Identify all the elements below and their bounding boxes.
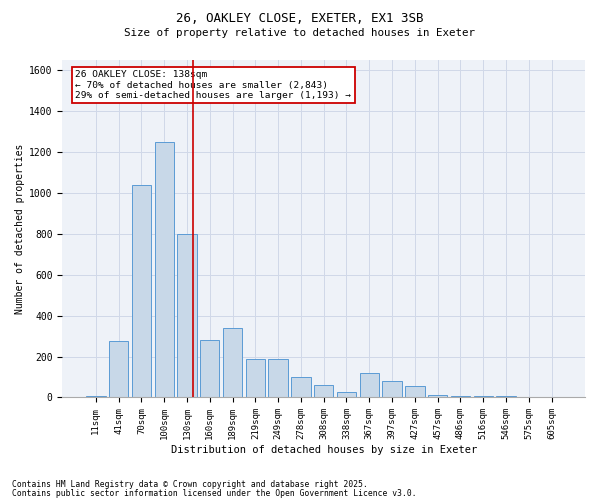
Bar: [382, 381, 402, 398]
Text: Contains public sector information licensed under the Open Government Licence v3: Contains public sector information licen…: [12, 490, 416, 498]
Bar: [314, 385, 334, 398]
Text: Size of property relative to detached houses in Exeter: Size of property relative to detached ho…: [125, 28, 476, 38]
Bar: [291, 377, 311, 398]
Bar: [245, 358, 265, 398]
Bar: [451, 396, 470, 398]
Bar: [223, 328, 242, 398]
Y-axis label: Number of detached properties: Number of detached properties: [15, 144, 25, 314]
Bar: [177, 234, 197, 398]
Bar: [337, 392, 356, 398]
Bar: [359, 373, 379, 398]
Bar: [496, 396, 515, 398]
Bar: [155, 142, 174, 398]
Bar: [405, 386, 425, 398]
Bar: [109, 341, 128, 398]
Bar: [200, 340, 220, 398]
Bar: [86, 396, 106, 398]
Bar: [428, 396, 448, 398]
Text: 26, OAKLEY CLOSE, EXETER, EX1 3SB: 26, OAKLEY CLOSE, EXETER, EX1 3SB: [176, 12, 424, 26]
X-axis label: Distribution of detached houses by size in Exeter: Distribution of detached houses by size …: [170, 445, 477, 455]
Bar: [132, 185, 151, 398]
Bar: [268, 358, 288, 398]
Text: Contains HM Land Registry data © Crown copyright and database right 2025.: Contains HM Land Registry data © Crown c…: [12, 480, 368, 489]
Text: 26 OAKLEY CLOSE: 138sqm
← 70% of detached houses are smaller (2,843)
29% of semi: 26 OAKLEY CLOSE: 138sqm ← 70% of detache…: [76, 70, 352, 100]
Bar: [473, 396, 493, 398]
